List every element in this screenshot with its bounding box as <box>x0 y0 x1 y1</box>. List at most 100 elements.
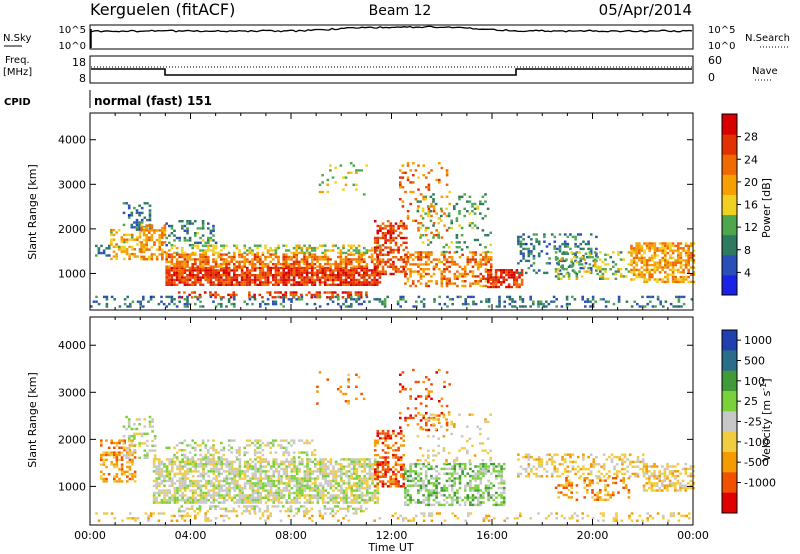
scatter-cell <box>376 470 380 474</box>
scatter-cell <box>350 274 353 277</box>
scatter-cell <box>331 281 335 284</box>
colorbar-tick-label: 12 <box>744 221 758 234</box>
scatter-cell <box>160 472 164 475</box>
scatter-cell <box>419 272 423 276</box>
scatter-cell <box>306 460 309 463</box>
scatter-cell <box>455 250 459 254</box>
scatter-cell <box>184 475 187 478</box>
scatter-cell <box>373 283 376 286</box>
scatter-cell <box>214 507 217 510</box>
scatter-cell <box>256 266 259 270</box>
scatter-cell <box>376 482 380 486</box>
scatter-cell <box>223 479 226 483</box>
scatter-cell <box>292 291 295 294</box>
scatter-cell <box>664 247 667 250</box>
scatter-cell <box>419 426 423 429</box>
scatter-cell <box>196 274 200 277</box>
scatter-cell <box>170 224 174 228</box>
scatter-cell <box>360 266 363 270</box>
scatter-cell <box>455 246 459 249</box>
scatter-cell <box>656 247 659 250</box>
scatter-cell <box>411 462 415 466</box>
scatter-cell <box>243 453 246 457</box>
scatter-cell <box>264 496 268 499</box>
scatter-cell <box>602 298 605 301</box>
scatter-cell <box>298 487 301 490</box>
scatter-cell <box>342 501 346 504</box>
scatter-cell <box>342 251 345 255</box>
scatter-cell <box>207 255 210 259</box>
scatter-cell <box>353 477 356 480</box>
scatter-cell <box>519 252 523 255</box>
scatter-cell <box>614 277 618 280</box>
scatter-cell <box>220 472 223 475</box>
scatter-cell <box>181 465 184 468</box>
scatter-cell <box>243 463 247 466</box>
scatter-cell <box>589 269 593 272</box>
scatter-cell <box>324 472 327 475</box>
scatter-cell <box>321 190 324 194</box>
scatter-cell <box>376 269 379 272</box>
scatter-cell <box>376 246 380 249</box>
scatter-cell <box>204 255 207 259</box>
scatter-cell <box>386 295 389 299</box>
nsearch-label: N.Search <box>745 33 790 44</box>
scatter-cell <box>606 263 610 266</box>
scatter-cell <box>241 499 244 502</box>
scatter-cell <box>378 244 382 247</box>
scatter-cell <box>246 451 249 454</box>
scatter-cell <box>368 465 372 468</box>
scatter-cell <box>591 298 595 301</box>
scatter-cell <box>168 271 171 274</box>
scatter-cell <box>386 465 390 469</box>
scatter-cell <box>679 275 683 279</box>
scatter-cell <box>275 470 278 473</box>
scatter-cell <box>347 249 350 252</box>
scatter-cell <box>176 487 179 490</box>
scatter-cell <box>311 263 314 266</box>
scatter-cell <box>300 276 304 279</box>
scatter-cell <box>292 266 296 270</box>
scatter-cell <box>165 269 168 272</box>
scatter-cell <box>170 295 174 299</box>
scatter-cell <box>440 412 444 415</box>
scatter-cell <box>248 251 252 255</box>
scatter-cell <box>376 258 380 261</box>
scatter-cell <box>225 258 228 261</box>
scatter-cell <box>199 295 202 299</box>
scatter-cell <box>318 263 322 266</box>
scatter-cell <box>640 247 644 250</box>
scatter-cell <box>160 479 164 483</box>
scatter-cell <box>290 439 293 442</box>
scatter-cell <box>105 305 109 308</box>
scatter-cell <box>443 277 446 280</box>
scatter-cell <box>345 475 348 478</box>
scatter-cell <box>321 460 325 463</box>
scatter-cell <box>105 295 109 299</box>
scatter-cell <box>225 278 228 282</box>
scatter-cell <box>133 475 137 478</box>
scatter-cell <box>324 465 327 468</box>
scatter-cell <box>565 251 568 254</box>
scatter-cell <box>324 276 327 279</box>
scatter-cell <box>327 491 330 495</box>
scatter-cell <box>186 300 189 303</box>
scatter-cell <box>344 281 348 284</box>
scatter-cell <box>186 444 189 447</box>
scatter-cell <box>199 236 202 240</box>
scatter-cell <box>303 253 306 256</box>
scatter-cell <box>427 226 430 230</box>
scatter-cell <box>165 479 169 483</box>
scatter-cell <box>292 451 296 454</box>
scatter-cell <box>225 463 229 466</box>
scatter-cell <box>282 260 285 263</box>
station-title: Kerguelen (fitACF) <box>90 0 235 19</box>
scatter-cell <box>355 458 359 461</box>
scatter-cell <box>692 259 696 262</box>
scatter-cell <box>373 485 377 488</box>
scatter-cell <box>329 283 332 286</box>
scatter-cell <box>145 238 148 242</box>
scatter-cell <box>118 458 121 461</box>
scatter-cell <box>653 266 657 269</box>
scatter-cell <box>313 449 317 452</box>
